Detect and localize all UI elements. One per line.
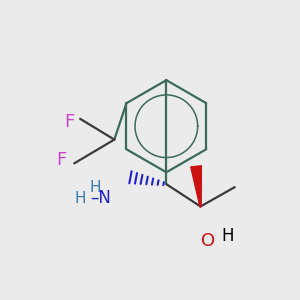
Polygon shape (191, 166, 201, 206)
Text: H: H (74, 191, 86, 206)
Text: H: H (221, 227, 233, 245)
Text: O: O (201, 232, 215, 250)
Text: –N: –N (91, 189, 111, 207)
Text: F: F (56, 152, 67, 169)
Text: H: H (89, 180, 101, 195)
Text: F: F (64, 113, 74, 131)
